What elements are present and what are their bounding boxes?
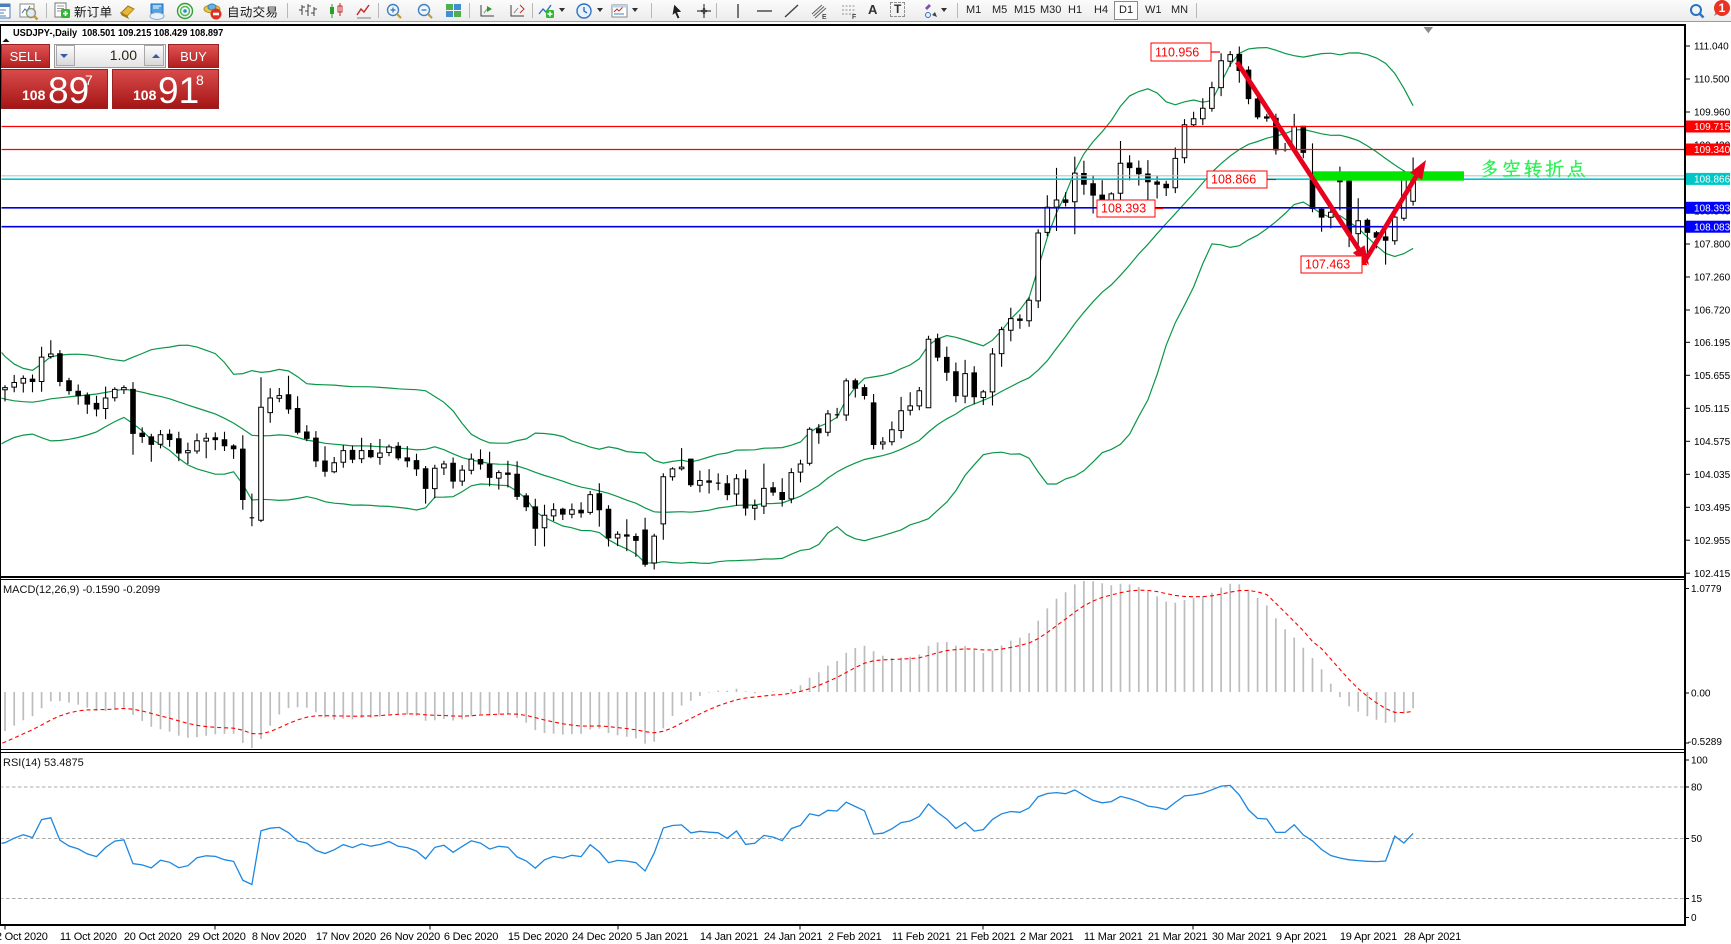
svg-text:108.393: 108.393 [1694,204,1731,215]
svg-text:80: 80 [1691,783,1703,794]
svg-text:108.866: 108.866 [1211,173,1256,187]
svg-text:15 Dec 2020: 15 Dec 2020 [508,931,568,943]
svg-text:107.260: 107.260 [1694,273,1731,284]
svg-text:-0.5289: -0.5289 [1688,737,1722,748]
svg-text:110.500: 110.500 [1694,75,1730,86]
svg-text:100: 100 [1691,756,1708,767]
svg-text:1.0779: 1.0779 [1691,584,1722,595]
svg-text:11 Feb 2021: 11 Feb 2021 [892,931,951,943]
svg-text:103.495: 103.495 [1694,503,1731,514]
svg-text:24 Dec 2020: 24 Dec 2020 [572,931,632,943]
svg-text:102.415: 102.415 [1694,569,1731,580]
svg-text:5 Jan 2021: 5 Jan 2021 [636,931,689,943]
svg-text:104.035: 104.035 [1694,470,1731,481]
svg-text:109.340: 109.340 [1694,145,1731,156]
svg-text:106.720: 106.720 [1694,306,1731,317]
svg-text:14 Jan 2021: 14 Jan 2021 [700,931,758,943]
svg-text:19 Apr 2021: 19 Apr 2021 [1340,931,1397,943]
svg-text:110.956: 110.956 [1155,46,1199,60]
svg-text:0: 0 [1691,913,1697,924]
svg-text:108.393: 108.393 [1101,202,1146,216]
svg-text:F: F [852,14,856,21]
svg-text:108.083: 108.083 [1694,222,1731,233]
svg-text:28 Apr 2021: 28 Apr 2021 [1404,931,1461,943]
svg-text:11 Oct 2020: 11 Oct 2020 [60,931,117,943]
svg-text:109.715: 109.715 [1694,122,1731,133]
svg-text:105.655: 105.655 [1694,371,1731,382]
svg-text:30 Mar 2021: 30 Mar 2021 [1212,931,1272,943]
svg-text:2 Oct 2020: 2 Oct 2020 [0,931,48,943]
svg-text:104.575: 104.575 [1694,437,1731,448]
svg-text:111.040: 111.040 [1694,42,1729,53]
svg-text:107.463: 107.463 [1305,258,1350,272]
svg-text:21 Feb 2021: 21 Feb 2021 [956,931,1016,943]
svg-text:E: E [822,14,827,21]
svg-text:0.00: 0.00 [1691,689,1711,700]
svg-text:102.955: 102.955 [1694,536,1731,547]
svg-text:15: 15 [1691,894,1703,905]
svg-text:21 Mar 2021: 21 Mar 2021 [1148,931,1208,943]
svg-text:24 Jan 2021: 24 Jan 2021 [764,931,822,943]
svg-text:9 Apr 2021: 9 Apr 2021 [1276,931,1327,943]
svg-text:107.800: 107.800 [1694,240,1731,251]
svg-text:17 Nov 2020: 17 Nov 2020 [316,931,376,943]
svg-text:20 Oct 2020: 20 Oct 2020 [124,931,182,943]
svg-text:109.960: 109.960 [1694,108,1731,119]
svg-text:2 Feb 2021: 2 Feb 2021 [828,931,882,943]
svg-text:108.866: 108.866 [1694,175,1731,186]
svg-text:105.115: 105.115 [1694,404,1730,415]
svg-text:26 Nov 2020: 26 Nov 2020 [380,931,440,943]
svg-text:8 Nov 2020: 8 Nov 2020 [252,931,306,943]
svg-text:106.195: 106.195 [1694,338,1731,349]
svg-text:29 Oct 2020: 29 Oct 2020 [188,931,246,943]
svg-text:2 Mar 2021: 2 Mar 2021 [1020,931,1074,943]
svg-text:6 Dec 2020: 6 Dec 2020 [444,931,498,943]
svg-text:50: 50 [1691,834,1703,845]
svg-text:11 Mar 2021: 11 Mar 2021 [1084,931,1143,943]
